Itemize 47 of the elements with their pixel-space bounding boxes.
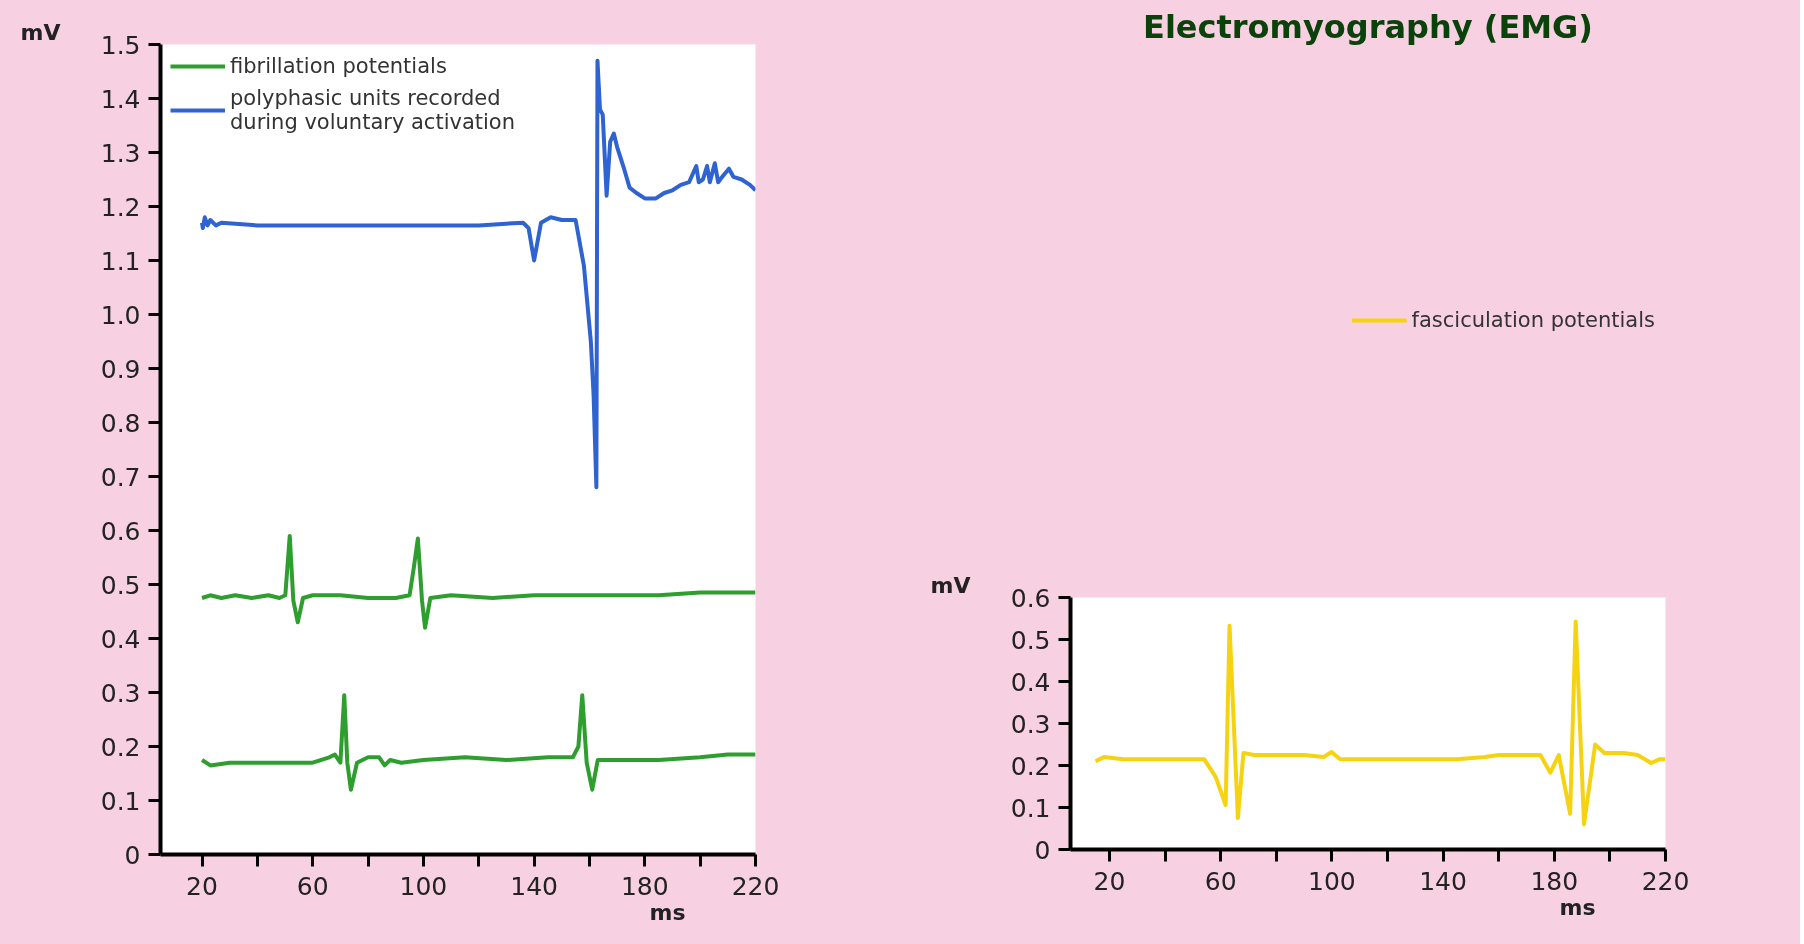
- x-tick-label: 100: [1308, 866, 1356, 896]
- y-tick-label: 0.7: [100, 462, 141, 492]
- line-series: [200, 58, 756, 490]
- chart-title: Electromyography (EMG): [1143, 7, 1593, 46]
- y-tick-label: 0.6: [100, 516, 141, 546]
- line-series: [1093, 619, 1666, 827]
- x-axis-title: ms: [1559, 894, 1596, 920]
- x-tick-label: 180: [620, 871, 669, 901]
- y-axis-title: mV: [20, 19, 61, 45]
- y-tick-label: 1.1: [100, 246, 141, 276]
- x-tick-label: 20: [1093, 866, 1126, 896]
- y-tick-label: 0.1: [100, 786, 141, 816]
- y-tick-label: 0.2: [1010, 751, 1051, 781]
- x-tick-label: 60: [296, 871, 329, 901]
- y-tick-label: 0: [124, 840, 141, 870]
- y-tick-label: 0.5: [100, 570, 141, 600]
- y-tick-label: 1.4: [100, 84, 141, 114]
- legend-label: fibrillation potentials: [230, 54, 447, 78]
- x-tick-label: 180: [1530, 866, 1579, 896]
- y-axis-title: mV: [930, 572, 971, 598]
- x-tick-label: 140: [510, 871, 558, 901]
- legend-label: fasciculation potentials: [1411, 308, 1655, 332]
- y-tick-label: 1.2: [100, 192, 141, 222]
- y-tick-label: 0.2: [100, 732, 141, 762]
- y-tick-label: 0: [1034, 835, 1051, 865]
- x-tick-label: 100: [399, 871, 448, 901]
- y-tick-label: 0.3: [100, 678, 141, 708]
- x-tick-label: 220: [731, 871, 780, 901]
- x-tick-label: 20: [186, 871, 218, 901]
- y-tick-label: 0.8: [100, 408, 141, 438]
- y-tick-label: 0.3: [1010, 709, 1051, 739]
- y-tick-label: 0.4: [1010, 667, 1051, 697]
- x-tick-label: 60: [1204, 866, 1237, 896]
- y-tick-label: 0.5: [1010, 625, 1051, 655]
- x-tick-label: 140: [1419, 866, 1467, 896]
- y-tick-label: 0.6: [1010, 583, 1051, 613]
- y-tick-label: 1.3: [100, 138, 141, 168]
- y-tick-label: 1.0: [100, 300, 141, 330]
- y-tick-label: 0.4: [100, 624, 141, 654]
- line-series: [200, 533, 756, 630]
- y-tick-label: 1.5: [100, 30, 141, 60]
- legend-label: polyphasic units recorded during voluntary activation: [230, 86, 515, 134]
- x-tick-label: 220: [1641, 866, 1690, 896]
- y-tick-label: 0.1: [1010, 793, 1051, 823]
- y-tick-label: 0.9: [100, 354, 141, 384]
- line-series: [200, 693, 756, 792]
- x-axis-title: ms: [649, 899, 686, 925]
